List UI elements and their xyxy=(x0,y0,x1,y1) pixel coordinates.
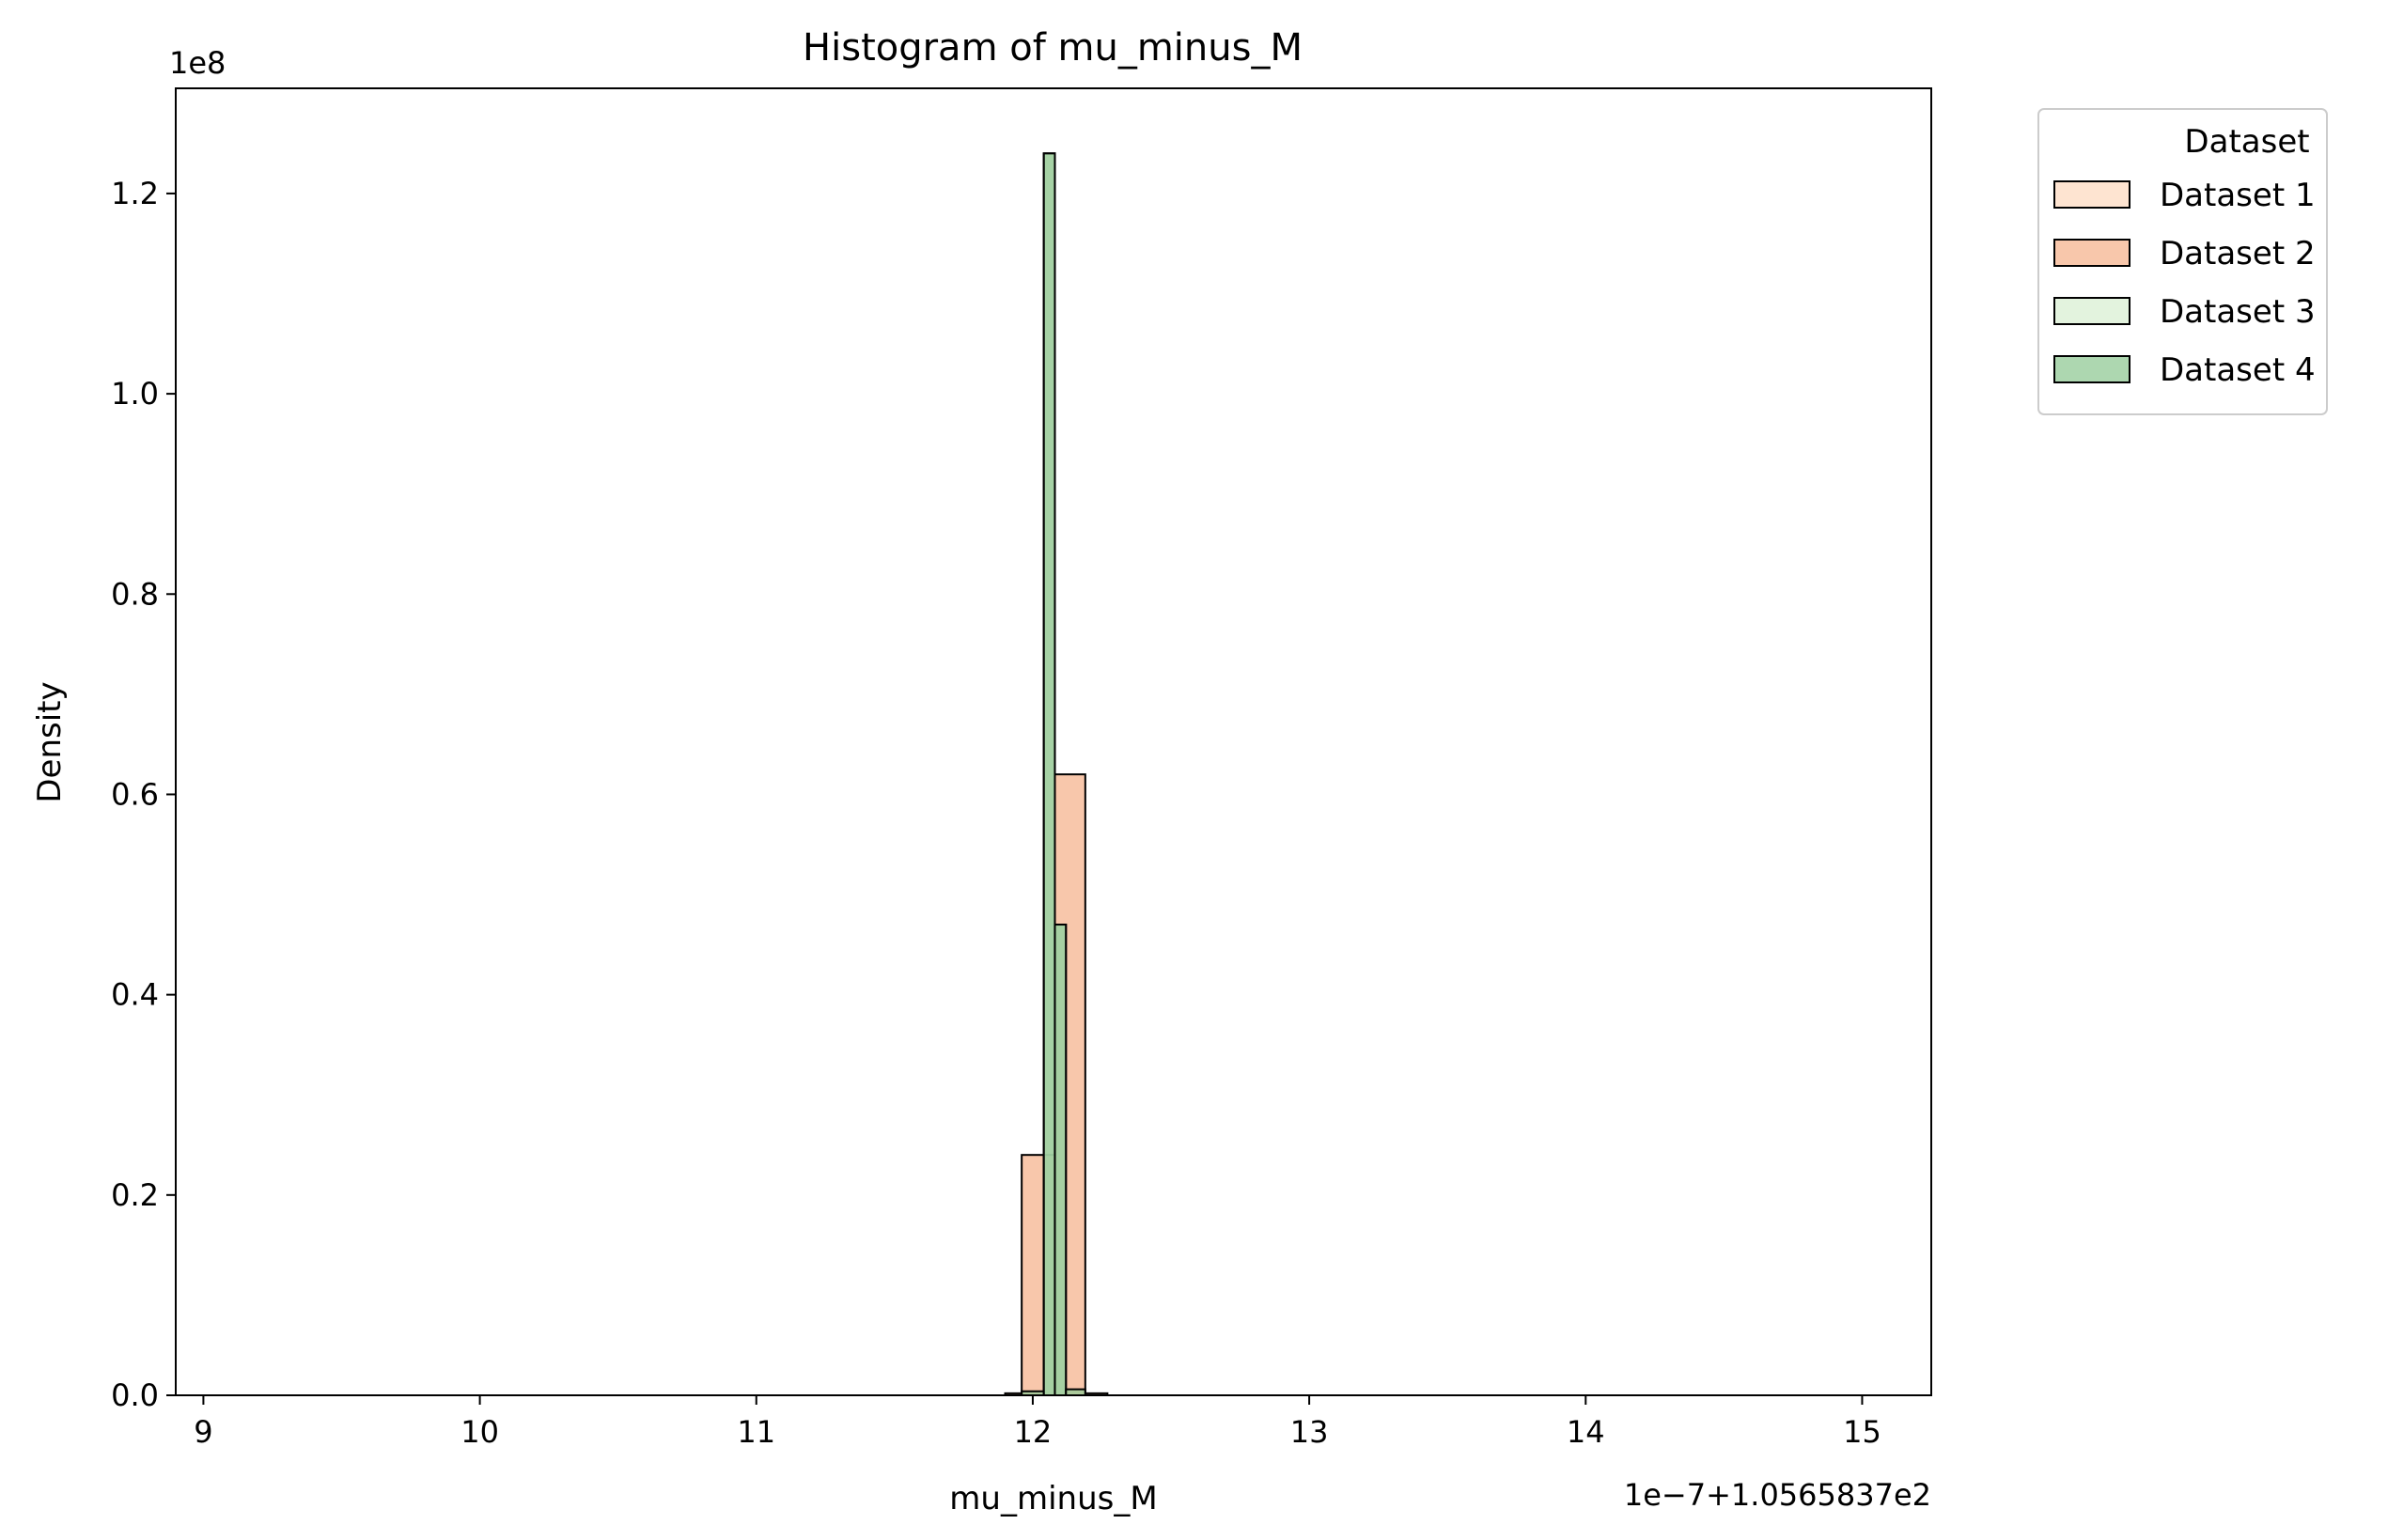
x-tick-label: 11 xyxy=(737,1414,775,1450)
x-tick-label: 14 xyxy=(1567,1414,1605,1450)
y-tick-label: 0.6 xyxy=(111,776,159,812)
bars-layer xyxy=(1004,152,1109,1397)
y-tick-label: 0.2 xyxy=(111,1177,159,1213)
x-tick-label: 9 xyxy=(194,1414,212,1450)
y-tick-label: 1.2 xyxy=(111,176,159,211)
x-tick-label: 15 xyxy=(1843,1414,1881,1450)
y-tick-label: 0.8 xyxy=(111,576,159,612)
legend-label-2: Dataset 2 xyxy=(2160,235,2316,272)
plot-frame xyxy=(175,87,1932,1396)
bar-series-4-bin-2 xyxy=(1042,152,1056,1396)
y-tick-label: 0.4 xyxy=(111,977,159,1013)
x-axis-offset-label: 1e−7+1.0565837e2 xyxy=(1624,1477,1931,1513)
chart-title: Histogram of mu_minus_M xyxy=(803,26,1303,70)
legend-label-4: Dataset 4 xyxy=(2160,351,2316,389)
x-tick-label: 10 xyxy=(460,1414,499,1450)
bar-series-4-bin-3 xyxy=(1054,924,1068,1396)
axes-layer: 9 10 11 12 13 14 15 0.0 0.2 0.4 0.6 0.8 1.0 1.2 xyxy=(111,176,1881,1450)
y-tick-label: 0.0 xyxy=(111,1377,159,1413)
bar-series-2-bin-2 xyxy=(1021,1154,1045,1397)
legend-label-3: Dataset 3 xyxy=(2160,293,2316,331)
x-tick-label: 12 xyxy=(1014,1414,1053,1450)
y-tick-label: 1.0 xyxy=(111,376,159,412)
x-axis-label: mu_minus_M xyxy=(949,1480,1157,1517)
x-tick-label: 13 xyxy=(1290,1414,1329,1450)
y-axis-offset-label: 1e8 xyxy=(169,45,226,81)
legend-swatch-4 xyxy=(2053,355,2130,383)
y-axis-label: Density xyxy=(31,681,69,802)
legend-swatch-1 xyxy=(2053,180,2130,209)
legend-label-1: Dataset 1 xyxy=(2160,177,2316,214)
legend-items: Dataset 1 Dataset 2 Dataset 3 Dataset 4 xyxy=(2053,177,2316,389)
legend-swatch-2 xyxy=(2053,239,2130,267)
legend-title: Dataset xyxy=(2184,123,2309,161)
legend-swatch-3 xyxy=(2053,297,2130,325)
